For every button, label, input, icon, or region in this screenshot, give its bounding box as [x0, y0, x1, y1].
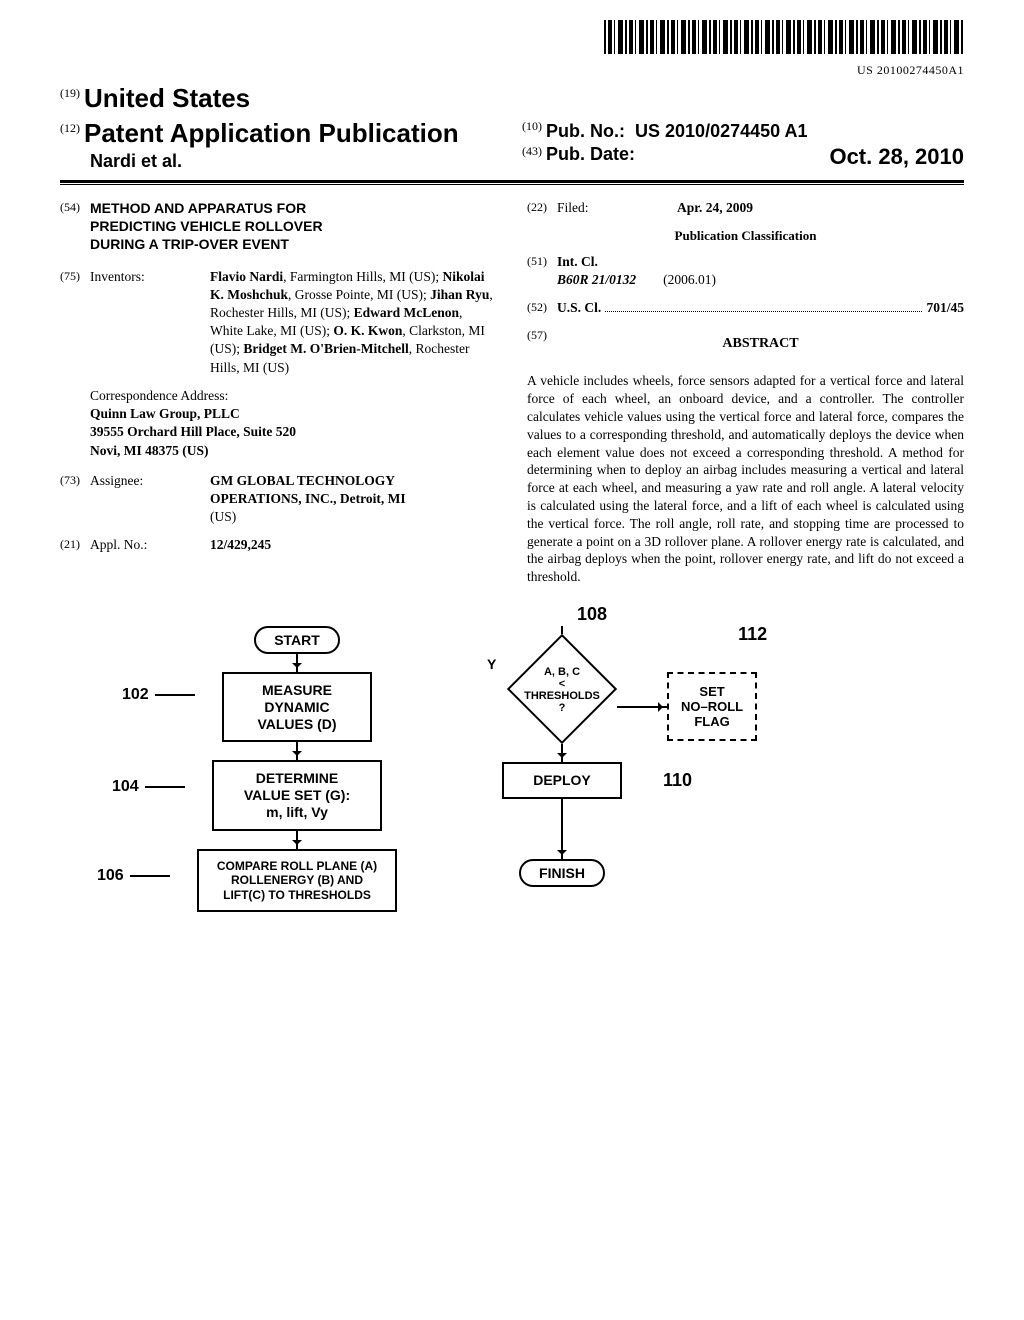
corr-l1: Quinn Law Group, PLLC: [90, 405, 497, 423]
correspondence-address: Correspondence Address: Quinn Law Group,…: [90, 387, 497, 460]
barcode-number: US 20100274450A1: [857, 63, 964, 77]
flow-box-112: SETNO–ROLLFLAG: [667, 672, 757, 741]
arrow-down-icon: [296, 742, 298, 760]
flow-box-106: COMPARE ROLL PLANE (A)ROLLENERGY (B) AND…: [197, 849, 397, 912]
pub-date: Oct. 28, 2010: [829, 144, 964, 170]
corr-l2: 39555 Orchard Hill Place, Suite 520: [90, 423, 497, 441]
pub-class-title: Publication Classification: [527, 227, 964, 245]
field-57-num: (57): [527, 327, 557, 362]
field-22: (22) Filed: Apr. 24, 2009: [527, 199, 964, 217]
ref-110: 110: [663, 770, 692, 791]
field-75-num: (75): [60, 268, 90, 377]
field-52: (52) U.S. Cl. 701/45: [527, 299, 964, 317]
field-22-num: (22): [527, 199, 557, 217]
title-line1: METHOD AND APPARATUS FOR: [90, 199, 497, 217]
arrow-down-icon: [561, 744, 563, 762]
assignee-val: GM GLOBAL TECHNOLOGY OPERATIONS, INC., D…: [210, 472, 497, 527]
field-21-num: (21): [60, 536, 90, 554]
header: (19) United States (12) Patent Application…: [60, 83, 964, 172]
corr-l3: Novi, MI 48375 (US): [90, 442, 497, 460]
arrow-down-icon: [296, 654, 298, 672]
abstract-label: ABSTRACT: [557, 335, 964, 354]
y-label: Y: [487, 656, 496, 672]
title-line2: PREDICTING VEHICLE ROLLOVER: [90, 217, 497, 235]
barcode-graphic: [604, 20, 964, 54]
field-73: (73) Assignee: GM GLOBAL TECHNOLOGY OPER…: [60, 472, 497, 527]
code-10: (10): [522, 119, 542, 133]
flow-box-110: DEPLOY: [502, 762, 622, 799]
pub-type: Patent Application Publication: [84, 118, 459, 148]
ref-102: 102: [122, 686, 195, 704]
uscl-label: U.S. Cl.: [557, 299, 601, 317]
filed-label: Filed:: [557, 199, 677, 217]
pub-date-label: Pub. Date:: [546, 144, 635, 170]
intcl-label: Int. Cl.: [557, 253, 964, 271]
code-43: (43): [522, 144, 542, 170]
applno-label: Appl. No.:: [90, 536, 210, 554]
corr-label: Correspondence Address:: [90, 387, 497, 405]
filed-val: Apr. 24, 2009: [677, 199, 964, 217]
ref-108: 108: [577, 604, 607, 625]
code-12: (12): [60, 121, 80, 135]
code-19: (19): [60, 86, 80, 100]
field-21: (21) Appl. No.: 12/429,245: [60, 536, 497, 554]
field-73-num: (73): [60, 472, 90, 527]
field-51-num: (51): [527, 253, 557, 289]
field-54-num: (54): [60, 199, 90, 254]
intcl-year: (2006.01): [663, 272, 716, 287]
flow-box-102: MEASUREDYNAMICVALUES (D): [222, 672, 372, 742]
ref-104: 104: [112, 778, 185, 796]
field-75: (75) Inventors: Flavio Nardi, Farmington…: [60, 268, 497, 377]
arrow-down-icon: [296, 831, 298, 849]
field-57: (57) ABSTRACT: [527, 327, 964, 362]
flow-decision-108: A, B, C<THRESHOLDS?: [507, 634, 617, 744]
title-line3: DURING A TRIP-OVER EVENT: [90, 235, 497, 253]
header-rule: [60, 180, 964, 185]
ref-106: 106: [97, 867, 170, 885]
dots-fill: [605, 311, 922, 312]
inventors-list: Flavio Nardi, Farmington Hills, MI (US);…: [210, 268, 497, 377]
intcl-code: B60R 21/0132: [557, 272, 636, 287]
ref-112: 112: [738, 624, 767, 645]
barcode-region: US 20100274450A1: [60, 20, 964, 79]
field-54: (54) METHOD AND APPARATUS FOR PREDICTING…: [60, 199, 497, 254]
flow-start: START: [254, 626, 340, 654]
pub-no: US 2010/0274450 A1: [635, 121, 807, 141]
pub-no-label: Pub. No.:: [546, 121, 625, 141]
field-51: (51) Int. Cl. B60R 21/0132 (2006.01): [527, 253, 964, 289]
arrow-right-icon: [617, 706, 667, 708]
field-52-num: (52): [527, 299, 557, 317]
arrow-down-icon: [561, 799, 563, 859]
assignee-label: Assignee:: [90, 472, 210, 527]
uscl-val: 701/45: [926, 299, 964, 317]
flowchart-figure: START 102 MEASUREDYNAMICVALUES (D) 104 D…: [60, 626, 964, 912]
inventors-label: Inventors:: [90, 268, 210, 377]
applno-val: 12/429,245: [210, 536, 497, 554]
flow-box-104: DETERMINEVALUE SET (G):m, lift, Vy: [212, 760, 382, 830]
flow-finish: FINISH: [519, 859, 605, 887]
country: United States: [84, 83, 250, 113]
authors: Nardi et al.: [60, 151, 502, 172]
abstract-text: A vehicle includes wheels, force sensors…: [527, 372, 964, 586]
bibliographic-body: (54) METHOD AND APPARATUS FOR PREDICTING…: [60, 199, 964, 586]
